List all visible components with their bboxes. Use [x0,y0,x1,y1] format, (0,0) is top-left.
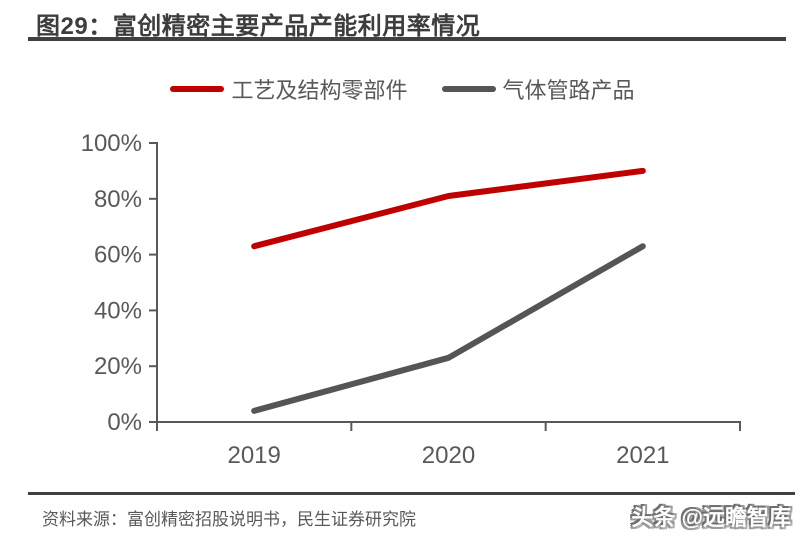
y-axis-tick-label: 100% [81,130,142,157]
y-axis-tick-label: 0% [107,409,142,436]
title-underline [28,37,786,41]
x-axis-tick-label: 2021 [616,442,669,469]
watermark: 头条 @远瞻智库 [631,505,791,530]
chart-legend: 工艺及结构零部件 气体管路产品 [0,75,805,103]
legend-label: 工艺及结构零部件 [231,78,408,103]
legend-swatch-red [170,86,225,92]
x-axis-tick-label: 2019 [227,442,280,469]
x-axis-tick-label: 2020 [422,442,475,469]
y-axis-tick-label: 20% [94,353,142,380]
y-axis-tick-label: 80% [94,186,142,213]
y-axis-tick-label: 60% [94,242,142,269]
y-axis-tick-label: 40% [94,297,142,324]
footer-divider [28,492,795,495]
legend-label: 气体管路产品 [502,78,635,103]
series-line-1 [251,243,646,414]
legend-item-process-parts: 工艺及结构零部件 [170,73,408,105]
source-note: 资料来源：富创精密招股说明书，民生证券研究院 [42,510,416,529]
legend-swatch-gray [441,86,496,92]
legend-item-gas-pipeline: 气体管路产品 [441,73,635,105]
page-title: 图29：富创精密主要产品产能利用率情况 [36,13,481,40]
series-line-0 [251,167,646,250]
